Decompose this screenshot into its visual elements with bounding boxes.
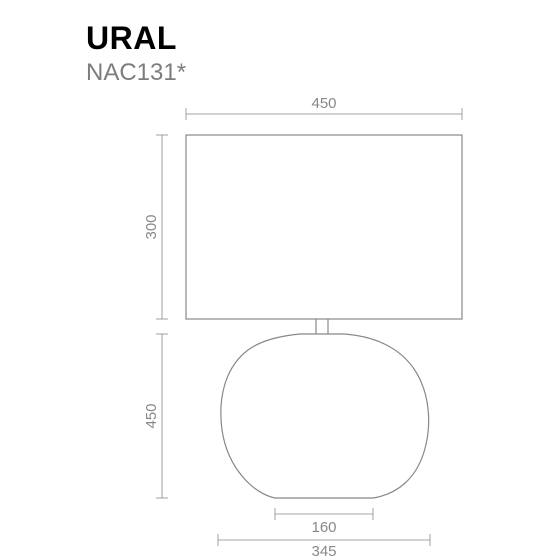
dim-shade-width-label: 450 xyxy=(311,95,336,112)
dim-base-width-label: 345 xyxy=(311,543,336,560)
dim-base-width: 345 xyxy=(218,534,430,560)
shade-outline xyxy=(186,135,462,319)
dim-foot-width: 160 xyxy=(275,508,373,536)
base-outline xyxy=(221,334,429,498)
lamp-connector xyxy=(316,319,328,334)
dim-shade-height: 300 xyxy=(143,135,168,319)
dim-base-height-label: 450 xyxy=(143,403,160,428)
dim-shade-height-label: 300 xyxy=(143,214,160,239)
dim-shade-width: 450 xyxy=(186,95,462,120)
dim-foot-width-label: 160 xyxy=(311,519,336,536)
technical-drawing: 450 300 450 160 345 xyxy=(0,0,560,560)
dim-base-height: 450 xyxy=(143,334,168,498)
